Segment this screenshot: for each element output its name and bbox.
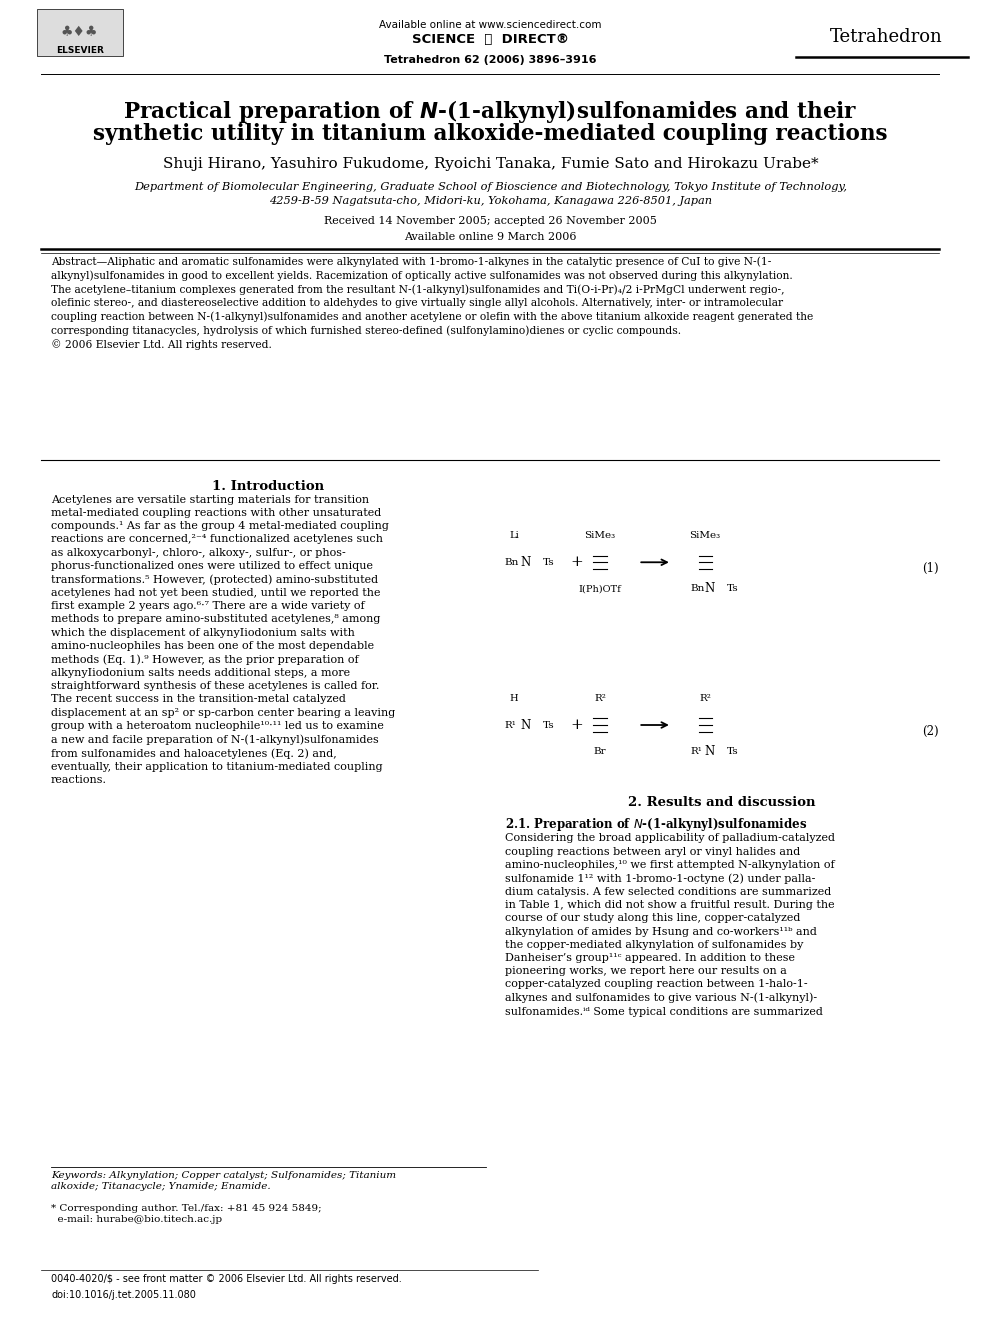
Text: Acetylenes are versatile starting materials for transition
metal-mediated coupli: Acetylenes are versatile starting materi…: [51, 495, 395, 785]
Text: I(Ph)OTf: I(Ph)OTf: [578, 585, 622, 593]
Text: Ts: Ts: [727, 585, 739, 593]
Text: SiMe₃: SiMe₃: [689, 532, 721, 540]
Text: R²: R²: [699, 695, 711, 703]
Text: SCIENCE  ⓓ  DIRECT®: SCIENCE ⓓ DIRECT®: [412, 33, 568, 46]
Text: 0040-4020/$ - see front matter © 2006 Elsevier Ltd. All rights reserved.: 0040-4020/$ - see front matter © 2006 El…: [51, 1274, 402, 1285]
Text: 1. Introduction: 1. Introduction: [212, 480, 324, 493]
Text: Department of Biomolecular Engineering, Graduate School of Bioscience and Biotec: Department of Biomolecular Engineering, …: [134, 181, 847, 192]
Text: doi:10.1016/j.tet.2005.11.080: doi:10.1016/j.tet.2005.11.080: [51, 1290, 196, 1301]
Text: N: N: [521, 718, 531, 732]
Text: +: +: [569, 718, 582, 732]
Text: ELSEVIER: ELSEVIER: [56, 46, 103, 54]
Text: Li: Li: [509, 532, 519, 540]
FancyBboxPatch shape: [37, 9, 123, 56]
Text: Ts: Ts: [543, 558, 555, 566]
Text: R²: R²: [594, 695, 606, 703]
Text: 4259-B-59 Nagatsuta-cho, Midori-ku, Yokohama, Kanagawa 226-8501, Japan: 4259-B-59 Nagatsuta-cho, Midori-ku, Yoko…: [269, 196, 712, 206]
Text: Bn: Bn: [690, 585, 705, 593]
Text: Tetrahedron: Tetrahedron: [830, 28, 943, 46]
Text: Shuji Hirano, Yasuhiro Fukudome, Ryoichi Tanaka, Fumie Sato and Hirokazu Urabe*: Shuji Hirano, Yasuhiro Fukudome, Ryoichi…: [163, 157, 818, 171]
Text: Tetrahedron 62 (2006) 3896–3916: Tetrahedron 62 (2006) 3896–3916: [384, 54, 596, 65]
Text: * Corresponding author. Tel./fax: +81 45 924 5849;
  e-mail: hurabe@bio.titech.a: * Corresponding author. Tel./fax: +81 45…: [51, 1204, 321, 1224]
Text: Considering the broad applicability of palladium-catalyzed
coupling reactions be: Considering the broad applicability of p…: [505, 833, 834, 1016]
Text: N: N: [705, 745, 715, 758]
Text: R¹: R¹: [690, 747, 702, 755]
Text: N: N: [521, 556, 531, 569]
Text: Received 14 November 2005; accepted 26 November 2005: Received 14 November 2005; accepted 26 N…: [323, 216, 657, 226]
Text: 2. Results and discussion: 2. Results and discussion: [628, 796, 815, 810]
Text: N: N: [705, 582, 715, 595]
Text: Bn: Bn: [505, 558, 519, 566]
Text: Br: Br: [594, 747, 606, 755]
Text: (2): (2): [923, 725, 939, 738]
Text: Ts: Ts: [543, 721, 555, 729]
Text: R¹: R¹: [505, 721, 517, 729]
Text: synthetic utility in titanium alkoxide-mediated coupling reactions: synthetic utility in titanium alkoxide-m…: [93, 123, 888, 144]
Text: Practical preparation of $\bfit{N}$-(1-alkynyl)sulfonamides and their: Practical preparation of $\bfit{N}$-(1-a…: [123, 98, 857, 124]
Text: +: +: [569, 556, 582, 569]
Text: (1): (1): [923, 562, 939, 576]
Text: SiMe₃: SiMe₃: [584, 532, 616, 540]
Text: Available online 9 March 2006: Available online 9 March 2006: [404, 232, 576, 242]
Text: ♣♦♣: ♣♦♣: [61, 25, 98, 38]
Text: Abstract—Aliphatic and aromatic sulfonamides were alkynylated with 1-bromo-1-alk: Abstract—Aliphatic and aromatic sulfonam…: [51, 257, 813, 349]
Text: H: H: [510, 695, 519, 703]
Text: 2.1. Preparation of $N$-(1-alkynyl)sulfonamides: 2.1. Preparation of $N$-(1-alkynyl)sulfo…: [505, 816, 806, 833]
Text: Keywords: Alkynylation; Copper catalyst; Sulfonamides; Titanium
alkoxide; Titana: Keywords: Alkynylation; Copper catalyst;…: [51, 1171, 396, 1191]
Text: Available online at www.sciencedirect.com: Available online at www.sciencedirect.co…: [379, 20, 601, 30]
Text: Ts: Ts: [727, 747, 739, 755]
